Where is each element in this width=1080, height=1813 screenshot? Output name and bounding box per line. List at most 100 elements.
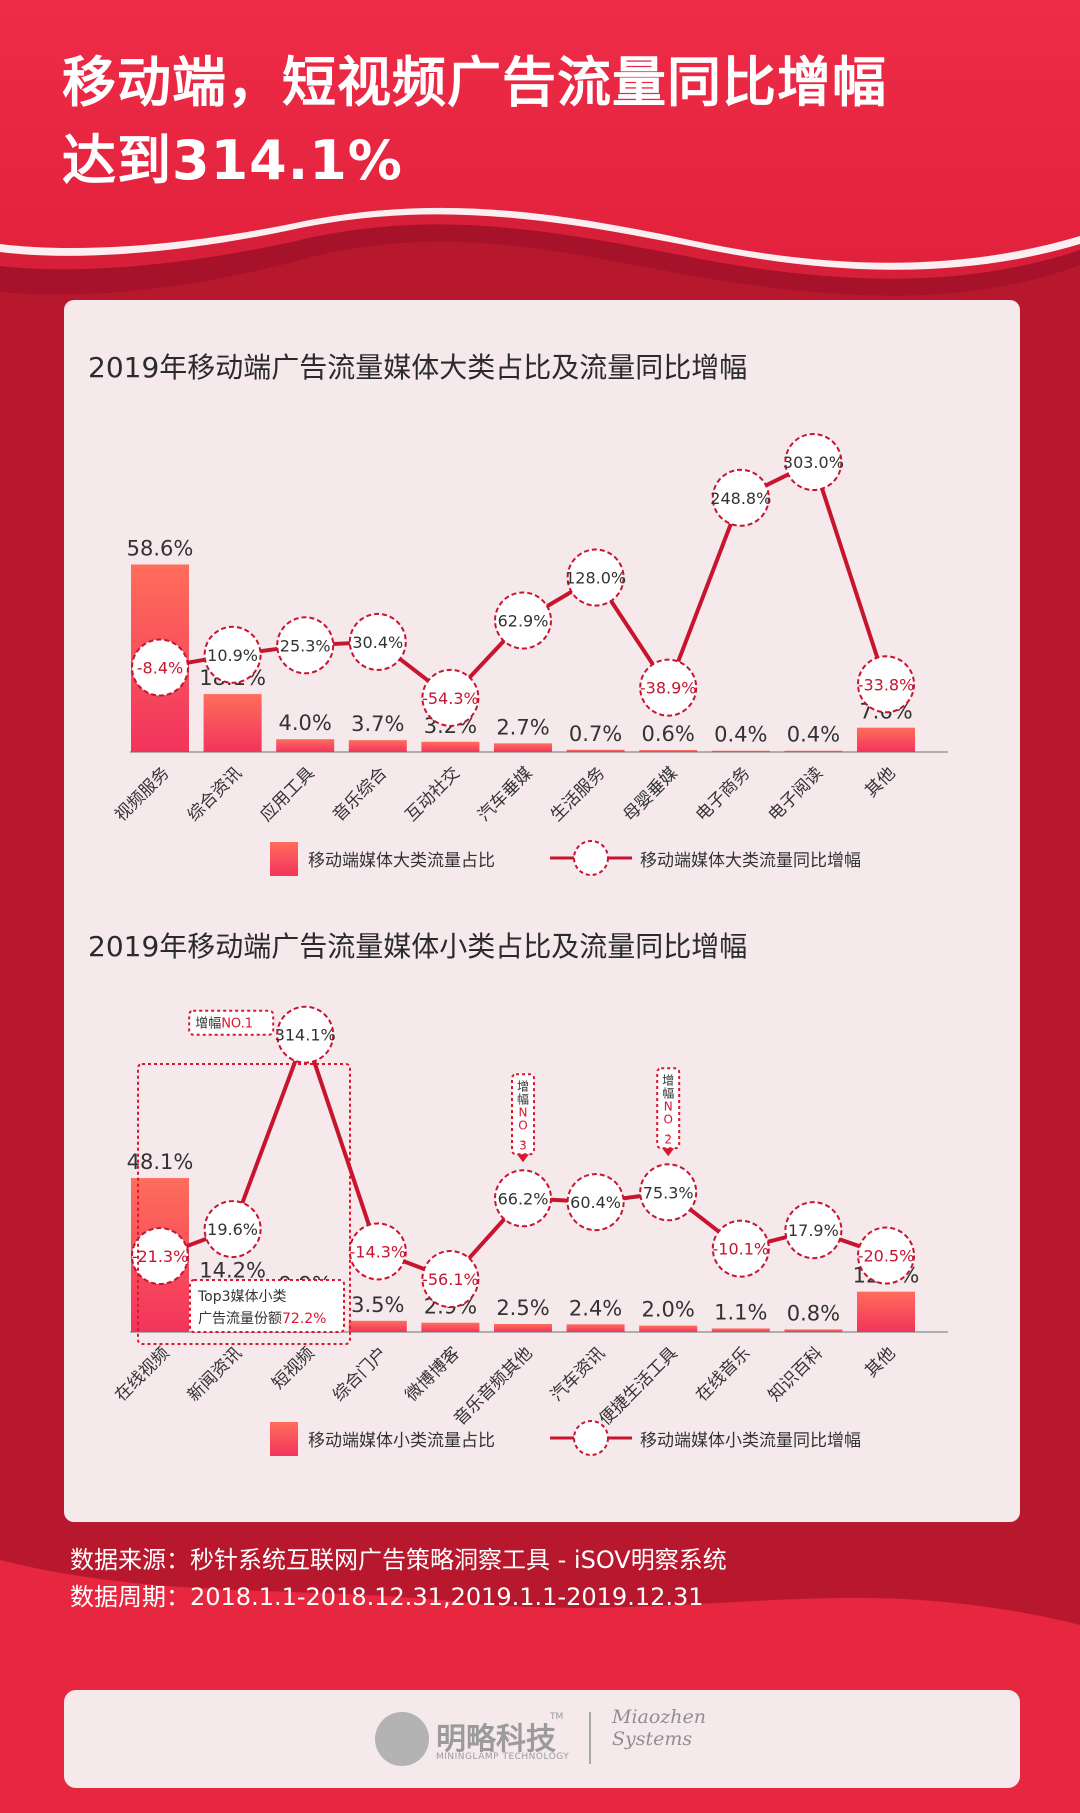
legend-marker-swatch <box>573 1420 609 1456</box>
chart2-svg: 48.1%14.2%9.9%3.5%2.9%2.5%2.4%2.0%1.1%0.… <box>111 1005 948 1456</box>
bar-value-label: 0.8% <box>787 1301 840 1325</box>
rank-tag-pointer <box>662 1148 675 1157</box>
chart1-svg: 58.6%18.1%4.0%3.7%3.2%2.7%0.7%0.6%0.4%0.… <box>111 433 948 876</box>
period-line: 数据周期：2018.1.1-2018.12.31,2019.1.1-2019.1… <box>70 1583 704 1611</box>
bar <box>639 750 698 752</box>
bar <box>421 741 480 752</box>
growth-marker <box>566 1173 625 1232</box>
page-title: 移动端，短视频广告流量同比增幅 达到314.1% <box>62 44 887 200</box>
bar-value-label: 48.1% <box>127 1150 194 1174</box>
category-label: 汽车资讯 <box>547 1343 609 1405</box>
bar <box>348 1320 407 1332</box>
bar <box>494 1324 552 1332</box>
growth-marker <box>494 591 552 650</box>
rank-tag <box>188 1009 275 1036</box>
callout-highlight: 72.2% <box>282 1311 326 1327</box>
page-title-line2: 达到314.1% <box>62 129 403 192</box>
top3-highlight-box <box>137 1063 351 1345</box>
growth-value-label: 248.8% <box>710 489 771 508</box>
bar-value-label: 2.7% <box>496 715 549 739</box>
growth-marker <box>857 655 915 714</box>
rank-tag-char: 增 <box>517 1079 529 1093</box>
category-label: 母婴垂媒 <box>620 763 682 825</box>
bar <box>566 1324 625 1332</box>
miaozhen-logo: Miaozhen Systems <box>612 1706 707 1750</box>
bar <box>494 743 552 752</box>
growth-value-label: -56.1% <box>422 1270 479 1289</box>
mininglamp-logo-icon <box>375 1712 429 1766</box>
category-label: 其他 <box>861 1343 899 1381</box>
category-label: 音乐音频其他 <box>450 1343 536 1429</box>
bar-value-label: 4.0% <box>279 711 332 735</box>
category-label: 互动社交 <box>402 763 464 825</box>
growth-marker <box>131 638 189 697</box>
rank-tag-pointer <box>517 1154 529 1163</box>
footer-card: 明略科技 TM MININGLAMP TECHNOLOGY Miaozhen S… <box>64 1690 1020 1788</box>
growth-marker <box>711 468 770 527</box>
growth-marker <box>131 1227 189 1286</box>
growth-value-label: 60.4% <box>570 1193 621 1212</box>
miaozhen-logo-line1: Miaozhen <box>612 1706 707 1728</box>
bar <box>784 1329 843 1332</box>
growth-value-label: 303.0% <box>783 453 844 472</box>
category-label: 短视频 <box>269 1343 319 1393</box>
bar-value-label: 3.7% <box>351 712 404 736</box>
rank-tag-char: O <box>518 1118 527 1132</box>
rank-tag-char: 增 <box>662 1073 674 1087</box>
bar-value-label: 0.4% <box>787 723 840 747</box>
bar-value-label: 2.4% <box>569 1296 622 1320</box>
logo-text-cn: 明略科技 <box>436 1722 556 1757</box>
growth-value-label: -38.9% <box>640 679 697 698</box>
category-label: 综合资讯 <box>184 763 246 825</box>
rank-tag-char: 2 <box>664 1132 672 1146</box>
bar <box>639 1325 698 1332</box>
header-wave-front <box>0 0 1080 263</box>
bar <box>857 727 915 752</box>
bar <box>203 694 262 752</box>
growth-marker <box>784 433 843 492</box>
legend-marker-swatch <box>573 840 609 876</box>
legend-bar-swatch <box>270 1422 298 1456</box>
bar-value-label: 2.0% <box>642 1298 695 1322</box>
growth-value-label: 17.9% <box>788 1221 839 1240</box>
growth-value-label: 30.4% <box>352 633 403 652</box>
growth-value-label: 75.3% <box>643 1183 694 1202</box>
category-label: 在线音乐 <box>692 1343 754 1405</box>
bar <box>857 1291 915 1332</box>
growth-marker <box>348 1222 407 1281</box>
rank-tag-char: N <box>664 1099 673 1113</box>
rank-tag-char: . <box>666 1125 670 1139</box>
top3-share-callout <box>189 1279 345 1334</box>
growth-value-label: -54.3% <box>422 689 479 708</box>
bar <box>784 750 843 752</box>
growth-value-label: 19.6% <box>207 1220 258 1239</box>
growth-marker <box>857 1226 915 1285</box>
rank-tag-char: 3 <box>519 1138 527 1152</box>
category-label: 在线视频 <box>111 1343 173 1405</box>
legend-bar-swatch <box>270 842 298 876</box>
miaozhen-logo-line2: Systems <box>612 1728 693 1750</box>
bar <box>421 1322 480 1332</box>
source-line: 数据来源：秒针系统互联网广告策略洞察工具 - iSOV明察系统 <box>70 1546 727 1574</box>
category-label: 新闻资讯 <box>184 1343 246 1405</box>
category-label: 电子阅读 <box>765 763 827 825</box>
growth-value-label: 314.1% <box>275 1026 336 1045</box>
growth-marker <box>639 1163 698 1222</box>
category-label: 便捷生活工具 <box>595 1343 681 1429</box>
bar-value-label: 3.5% <box>351 1293 404 1317</box>
page-title-line1: 移动端，短视频广告流量同比增幅 <box>62 51 887 114</box>
chart2-title: 2019年移动端广告流量媒体小类占比及流量同比增幅 <box>88 930 748 963</box>
category-label: 微博博客 <box>402 1343 464 1405</box>
growth-value-label: 128.0% <box>565 569 626 588</box>
logo-text-en: MININGLAMP TECHNOLOGY <box>436 1752 570 1762</box>
rank-tag-text: 增幅NO.1 <box>195 1017 253 1032</box>
growth-value-label: -33.8% <box>858 675 915 694</box>
rank-tag-char: O <box>663 1112 672 1126</box>
bar-value-label: 14.2% <box>199 1259 266 1283</box>
growth-value-label: -20.5% <box>858 1247 915 1266</box>
growth-marker <box>494 1169 552 1228</box>
growth-marker <box>784 1201 843 1260</box>
rank-tag-char: N <box>519 1105 528 1119</box>
legend-line-label: 移动端媒体大类流量同比增幅 <box>640 851 861 871</box>
legend-line-label: 移动端媒体小类流量同比增幅 <box>640 1431 861 1451</box>
